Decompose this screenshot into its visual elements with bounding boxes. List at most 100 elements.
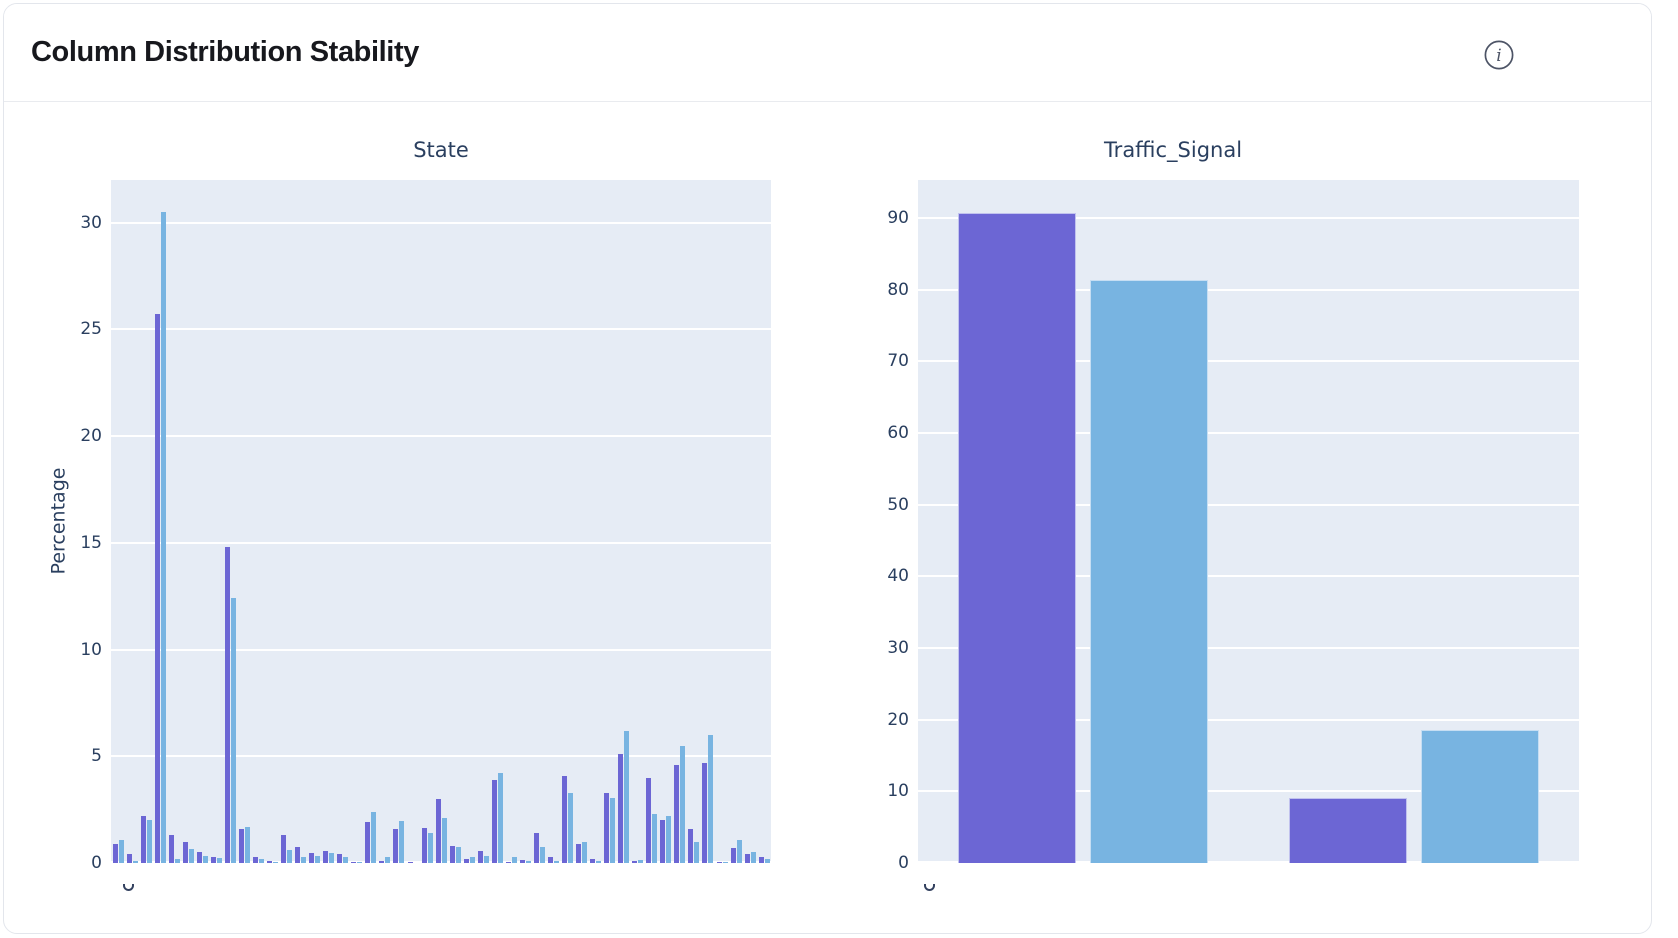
bar-series-2[interactable]: [188, 849, 194, 863]
bar-series-2[interactable]: [216, 857, 222, 863]
bar-series-1[interactable]: [154, 314, 160, 863]
bar-series-1[interactable]: [351, 861, 357, 863]
bar-series-2[interactable]: [455, 847, 461, 863]
bar-series-2[interactable]: [539, 847, 545, 863]
bar-series-1[interactable]: [238, 828, 244, 863]
bar-series-2[interactable]: [666, 816, 672, 863]
bar-series-2[interactable]: [343, 856, 349, 863]
bar-series-1[interactable]: [590, 858, 596, 863]
bar-series-2[interactable]: [638, 859, 644, 863]
bar-series-1[interactable]: [1288, 797, 1407, 863]
bar-series-2[interactable]: [610, 797, 616, 863]
bar-series-1[interactable]: [660, 820, 666, 863]
bar-series-1[interactable]: [252, 856, 258, 863]
bar-series-1[interactable]: [393, 828, 399, 863]
bar-series-2[interactable]: [118, 839, 124, 863]
bar-series-2[interactable]: [750, 852, 756, 863]
bar-series-1[interactable]: [309, 853, 315, 863]
bar-series-2[interactable]: [736, 839, 742, 863]
bar-series-1[interactable]: [744, 854, 750, 863]
bar-series-1[interactable]: [379, 860, 385, 863]
bar-series-2[interactable]: [497, 773, 503, 863]
bar-series-2[interactable]: [385, 856, 391, 863]
bar-series-2[interactable]: [427, 833, 433, 863]
bar-series-1[interactable]: [958, 212, 1077, 863]
bar-series-2[interactable]: [230, 598, 236, 863]
bar-series-2[interactable]: [174, 858, 180, 863]
bar-series-2[interactable]: [596, 860, 602, 863]
bar-series-1[interactable]: [337, 854, 343, 863]
bar-series-1[interactable]: [196, 852, 202, 863]
bar-series-1[interactable]: [140, 816, 146, 863]
bar-series-2[interactable]: [708, 734, 714, 863]
bar-series-2[interactable]: [525, 860, 531, 863]
bar-group: [673, 745, 687, 863]
bar-series-2[interactable]: [315, 855, 321, 863]
bar-series-2[interactable]: [469, 856, 475, 863]
bar-series-2[interactable]: [568, 792, 574, 863]
bar-series-2[interactable]: [244, 826, 250, 863]
bar-series-1[interactable]: [491, 779, 497, 863]
bar-series-1[interactable]: [421, 827, 427, 863]
bar-series-1[interactable]: [688, 828, 694, 863]
bar-series-2[interactable]: [132, 860, 138, 863]
bar-series-2[interactable]: [511, 856, 517, 863]
bar-series-2[interactable]: [160, 212, 166, 863]
info-button[interactable]: i: [1483, 39, 1515, 71]
bar-series-2[interactable]: [553, 860, 559, 863]
bar-series-1[interactable]: [730, 848, 736, 863]
bar-series-1[interactable]: [547, 856, 553, 863]
bar-series-2[interactable]: [441, 818, 447, 863]
bar-series-2[interactable]: [329, 853, 335, 863]
bar-series-2[interactable]: [582, 841, 588, 863]
bar-series-1[interactable]: [562, 775, 568, 863]
bar-series-2[interactable]: [371, 811, 377, 863]
bar-series-1[interactable]: [449, 845, 455, 863]
bar-series-2[interactable]: [258, 858, 264, 863]
bar-series-2[interactable]: [694, 841, 700, 863]
bar-series-1[interactable]: [533, 833, 539, 863]
bar-series-1[interactable]: [758, 857, 764, 863]
traffic-signal-chart-plot: [918, 180, 1579, 863]
bar-series-1[interactable]: [168, 835, 174, 863]
bar-series-1[interactable]: [477, 851, 483, 863]
bar-series-1[interactable]: [210, 856, 216, 863]
bar-series-1[interactable]: [323, 851, 329, 863]
bar-series-1[interactable]: [463, 858, 469, 863]
bar-series-1[interactable]: [281, 835, 287, 863]
bar-series-1[interactable]: [604, 792, 610, 863]
bar-series-1[interactable]: [112, 843, 118, 863]
bar-series-1[interactable]: [702, 762, 708, 863]
bar-series-1[interactable]: [716, 861, 722, 863]
bar-series-2[interactable]: [680, 745, 686, 863]
bar-series-1[interactable]: [295, 847, 301, 863]
bar-series-2[interactable]: [1090, 280, 1209, 863]
bar-series-1[interactable]: [519, 859, 525, 863]
bar-series-1[interactable]: [674, 764, 680, 863]
bar-series-2[interactable]: [399, 821, 405, 863]
bar-series-1[interactable]: [365, 822, 371, 863]
bar-series-1[interactable]: [576, 843, 582, 863]
bar-series-2[interactable]: [722, 861, 728, 863]
bar-series-2[interactable]: [483, 855, 489, 863]
bar-series-1[interactable]: [126, 854, 132, 863]
bar-series-2[interactable]: [273, 861, 279, 863]
bar-series-2[interactable]: [764, 858, 770, 863]
bar-series-1[interactable]: [646, 777, 652, 863]
bar-series-1[interactable]: [618, 754, 624, 863]
bar-series-1[interactable]: [632, 860, 638, 863]
bar-series-2[interactable]: [146, 820, 152, 863]
bar-series-2[interactable]: [624, 730, 630, 863]
bar-series-2[interactable]: [202, 855, 208, 863]
bar-series-1[interactable]: [182, 841, 188, 863]
bar-series-1[interactable]: [267, 860, 273, 863]
bar-series-2[interactable]: [287, 850, 293, 863]
bar-series-2[interactable]: [301, 856, 307, 863]
bar-series-1[interactable]: [224, 547, 230, 863]
bar-series-1[interactable]: [505, 861, 511, 863]
bar-series-2[interactable]: [357, 861, 363, 863]
bar-series-1[interactable]: [407, 861, 413, 863]
bar-series-1[interactable]: [435, 798, 441, 863]
bar-series-2[interactable]: [1420, 730, 1539, 863]
bar-series-2[interactable]: [652, 813, 658, 863]
